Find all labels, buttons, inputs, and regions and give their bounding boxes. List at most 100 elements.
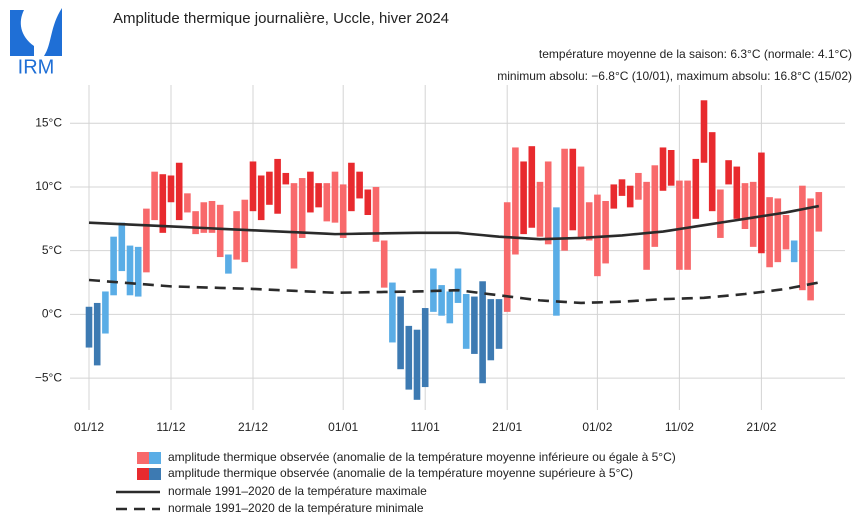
bar bbox=[495, 299, 503, 349]
bar bbox=[282, 172, 290, 185]
bar bbox=[126, 245, 134, 296]
chart-title: Amplitude thermique journalière, Uccle, … bbox=[113, 10, 449, 27]
subtitle: minimum absolu: −6.8°C (10/01), maximum … bbox=[497, 69, 852, 83]
bar bbox=[774, 198, 782, 263]
bar bbox=[610, 184, 618, 209]
normal-line bbox=[88, 278, 820, 305]
bar bbox=[151, 171, 158, 221]
x-tick-label: 21/01 bbox=[492, 420, 522, 434]
bar bbox=[487, 299, 495, 361]
bar bbox=[561, 148, 568, 251]
bar bbox=[708, 132, 716, 212]
bar bbox=[200, 202, 208, 233]
bar bbox=[339, 184, 347, 238]
logo-shape bbox=[44, 8, 62, 56]
bar bbox=[553, 207, 560, 316]
legend-swatch bbox=[137, 468, 149, 480]
bar bbox=[659, 147, 667, 191]
bar bbox=[536, 181, 544, 237]
bar bbox=[790, 240, 798, 263]
bar bbox=[225, 254, 232, 274]
bar bbox=[512, 147, 519, 255]
bar bbox=[249, 161, 257, 212]
bar bbox=[684, 180, 691, 270]
x-tick-label: 01/01 bbox=[328, 420, 358, 434]
bar bbox=[635, 172, 642, 200]
bar bbox=[454, 268, 462, 303]
legend-label: normale 1991–2020 de la température mini… bbox=[168, 501, 424, 515]
bar bbox=[528, 146, 536, 228]
bar bbox=[446, 291, 454, 324]
x-tick-label: 11/01 bbox=[411, 420, 440, 434]
bar bbox=[405, 325, 413, 390]
bar bbox=[421, 308, 429, 388]
y-tick-label: 5°C bbox=[42, 243, 62, 257]
bar bbox=[266, 171, 273, 205]
bar bbox=[380, 240, 388, 288]
bar bbox=[618, 179, 626, 196]
bar bbox=[643, 181, 650, 270]
bar bbox=[134, 246, 142, 297]
bar bbox=[290, 183, 298, 269]
bar bbox=[93, 302, 101, 366]
bar bbox=[274, 158, 281, 214]
bar bbox=[216, 204, 224, 258]
y-tick-label: 15°C bbox=[35, 115, 62, 129]
bar bbox=[585, 202, 593, 241]
bar bbox=[462, 294, 470, 349]
bar bbox=[577, 166, 585, 240]
bar bbox=[667, 150, 675, 186]
legend-label: amplitude thermique observée (anomalie d… bbox=[168, 466, 633, 480]
bar bbox=[110, 236, 117, 296]
bar bbox=[815, 192, 823, 232]
x-tick-label: 11/02 bbox=[665, 420, 694, 434]
bar bbox=[807, 198, 814, 301]
bar bbox=[569, 148, 577, 231]
bar bbox=[626, 185, 634, 208]
bar bbox=[692, 158, 700, 219]
bar bbox=[758, 152, 765, 254]
bar bbox=[192, 211, 199, 235]
x-tick-label: 01/02 bbox=[582, 420, 612, 434]
bar bbox=[602, 200, 609, 264]
subtitle: température moyenne de la saison: 6.3°C … bbox=[539, 47, 852, 61]
bar bbox=[372, 186, 380, 242]
bar bbox=[184, 193, 191, 213]
bar bbox=[397, 296, 404, 370]
bar bbox=[364, 189, 372, 215]
bar bbox=[438, 285, 445, 316]
bar bbox=[733, 166, 741, 219]
bar bbox=[233, 211, 240, 260]
bar bbox=[520, 161, 527, 235]
legend-swatch bbox=[137, 452, 149, 464]
bar bbox=[85, 306, 93, 348]
x-tick-label: 01/12 bbox=[74, 420, 104, 434]
bar bbox=[479, 281, 486, 384]
logo-shape bbox=[10, 10, 34, 56]
bar bbox=[356, 171, 363, 199]
bar bbox=[717, 189, 724, 238]
bar bbox=[389, 282, 396, 343]
bar bbox=[118, 222, 126, 272]
bar bbox=[348, 162, 355, 212]
y-tick-label: 0°C bbox=[42, 307, 62, 321]
bar bbox=[725, 160, 732, 185]
bar bbox=[143, 208, 150, 273]
logo-text: IRM bbox=[18, 56, 55, 78]
legend-swatch bbox=[149, 468, 161, 480]
bar bbox=[766, 197, 773, 268]
logo: IRM bbox=[10, 8, 62, 78]
bar bbox=[257, 175, 265, 221]
bar bbox=[503, 202, 511, 312]
x-tick-label: 11/12 bbox=[156, 420, 185, 434]
bar bbox=[307, 171, 314, 213]
bar bbox=[782, 215, 790, 250]
bar bbox=[208, 200, 216, 233]
legend-swatch bbox=[149, 452, 161, 464]
bar bbox=[594, 194, 601, 277]
legend-label: amplitude thermique observée (anomalie d… bbox=[168, 450, 676, 464]
bar bbox=[102, 291, 109, 334]
y-tick-label: −5°C bbox=[35, 370, 62, 384]
grid bbox=[70, 85, 845, 410]
